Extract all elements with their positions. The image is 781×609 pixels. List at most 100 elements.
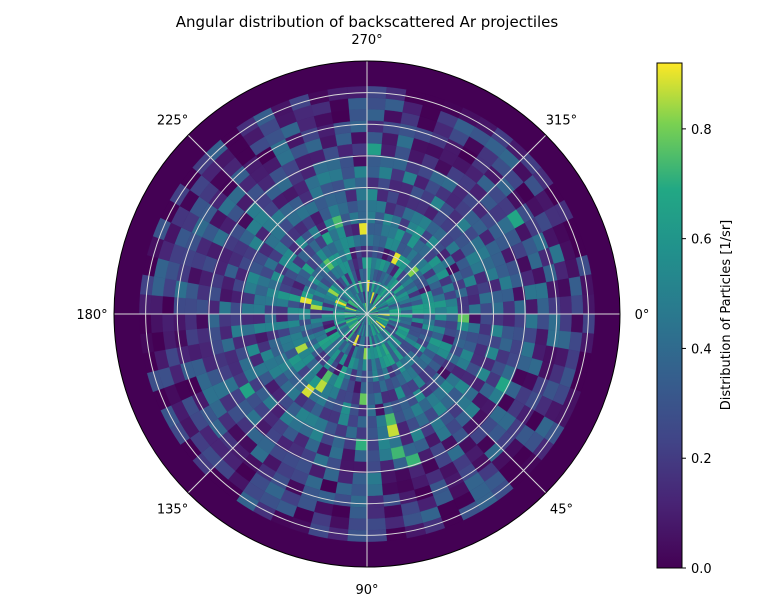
theta-tick-label: 135° bbox=[157, 502, 188, 517]
colorbar-frame bbox=[656, 62, 683, 569]
heatmap-cell bbox=[501, 288, 515, 303]
colorbar-label: Distribution of Particles [1/sr] bbox=[719, 220, 734, 411]
heatmap-cell bbox=[546, 280, 560, 299]
heatmap-cell bbox=[366, 393, 376, 406]
theta-tick-label: 315° bbox=[546, 114, 577, 129]
heatmap-cell bbox=[523, 284, 538, 301]
heatmap-cell bbox=[523, 327, 538, 344]
heatmap-cell bbox=[161, 295, 175, 315]
heatmap-cell bbox=[366, 143, 383, 156]
heatmap-cell bbox=[501, 325, 515, 340]
heatmap-cell bbox=[264, 313, 277, 324]
heatmap-cell bbox=[174, 329, 188, 348]
theta-tick-label: 225° bbox=[157, 114, 188, 129]
heatmap-cell bbox=[366, 97, 387, 111]
heatmap-cell bbox=[196, 284, 211, 301]
heatmap-cell bbox=[366, 483, 384, 497]
heatmap-cell bbox=[570, 294, 584, 315]
heatmap-cell bbox=[150, 294, 164, 315]
angular-gridline bbox=[366, 313, 547, 494]
heatmap-cell bbox=[548, 313, 561, 332]
heatmap-cell bbox=[349, 120, 368, 133]
heatmap-cell bbox=[446, 305, 459, 315]
heatmap-cell bbox=[361, 256, 368, 269]
heatmap-cell bbox=[218, 300, 232, 315]
angular-gridline bbox=[187, 313, 368, 494]
chart-title: Angular distribution of backscattered Ar… bbox=[176, 13, 559, 31]
heatmap-cell bbox=[366, 131, 384, 145]
heatmap-cell bbox=[525, 298, 538, 315]
heatmap-cell bbox=[366, 188, 379, 201]
heatmap-cell bbox=[351, 472, 368, 485]
heatmap-cell bbox=[241, 313, 254, 326]
angular-gridline bbox=[187, 134, 368, 315]
heatmap-cell bbox=[184, 313, 198, 331]
theta-tick-label: 0° bbox=[635, 308, 650, 323]
angular-gridline bbox=[366, 134, 547, 315]
heatmap-cell bbox=[366, 370, 374, 383]
heatmap-cell bbox=[366, 211, 377, 224]
theta-tick-label: 45° bbox=[550, 502, 573, 517]
heatmap-cell bbox=[467, 294, 481, 306]
heatmap-cell bbox=[380, 470, 397, 485]
heatmap-cell bbox=[366, 472, 383, 485]
heatmap-cell bbox=[366, 120, 385, 133]
heatmap-cell bbox=[298, 313, 311, 321]
heatmap-cell bbox=[356, 199, 368, 213]
heatmap-cell bbox=[535, 328, 549, 346]
heatmap-cell bbox=[252, 313, 266, 325]
heatmap-cell bbox=[381, 132, 399, 146]
heatmap-cell bbox=[351, 143, 368, 156]
heatmap-cell bbox=[150, 313, 164, 334]
theta-tick-label: 270° bbox=[351, 33, 382, 48]
heatmap-cell bbox=[382, 121, 401, 135]
heatmap-cell bbox=[366, 404, 377, 417]
heatmap-cell bbox=[358, 222, 368, 235]
heatmap-cell bbox=[559, 295, 573, 315]
heatmap-cell bbox=[335, 132, 353, 146]
heatmap-cell bbox=[355, 188, 368, 201]
heatmap-cell bbox=[173, 296, 186, 315]
colorbar-gradient bbox=[657, 63, 682, 568]
heatmap-cell bbox=[434, 313, 447, 322]
heatmap-cell bbox=[366, 222, 376, 235]
polar-frame bbox=[113, 60, 621, 568]
theta-tick-label: 180° bbox=[76, 308, 107, 323]
heatmap-cell bbox=[331, 504, 351, 519]
heatmap-cell bbox=[219, 288, 233, 303]
heatmap-cell bbox=[252, 303, 266, 315]
heatmap-cell bbox=[337, 143, 354, 158]
heatmap-cell bbox=[333, 121, 352, 135]
heatmap-cell bbox=[275, 313, 288, 323]
colorbar-tick-label: 0.6 bbox=[691, 233, 712, 248]
heatmap-cell bbox=[348, 506, 368, 520]
heatmap-cell bbox=[548, 296, 561, 315]
colorbar: 0.0 0.2 0.4 0.6 0.8 Distribution of Particle… bbox=[656, 62, 734, 577]
heatmap-cell bbox=[253, 322, 267, 334]
heatmap-cell bbox=[480, 302, 493, 315]
heatmap-cell bbox=[480, 313, 493, 326]
heatmap-cell bbox=[162, 330, 177, 350]
heatmap-cell bbox=[478, 292, 492, 305]
heatmap-cell bbox=[353, 165, 368, 179]
heatmap-cell bbox=[557, 278, 572, 298]
heatmap-cell bbox=[366, 449, 381, 463]
heatmap-cell bbox=[457, 313, 470, 324]
heatmap-cell bbox=[376, 425, 389, 439]
heatmap-cell bbox=[383, 504, 403, 519]
heatmap-cell bbox=[264, 304, 277, 315]
heatmap-cell bbox=[381, 482, 399, 496]
heatmap-cell bbox=[347, 97, 368, 111]
heatmap-cell bbox=[333, 493, 352, 507]
colorbar-tick-label: 0.4 bbox=[691, 342, 712, 357]
heatmap-cell bbox=[337, 470, 354, 485]
heatmap-cell bbox=[357, 211, 368, 224]
heatmap-cell bbox=[360, 245, 368, 258]
colorbar-tick-label: 0.0 bbox=[691, 562, 712, 577]
heatmap-cell bbox=[359, 381, 368, 394]
heatmap-cell bbox=[347, 517, 368, 531]
heatmap-cell bbox=[341, 448, 356, 462]
heatmap-cell bbox=[366, 506, 386, 520]
heatmap-cell bbox=[359, 234, 368, 247]
